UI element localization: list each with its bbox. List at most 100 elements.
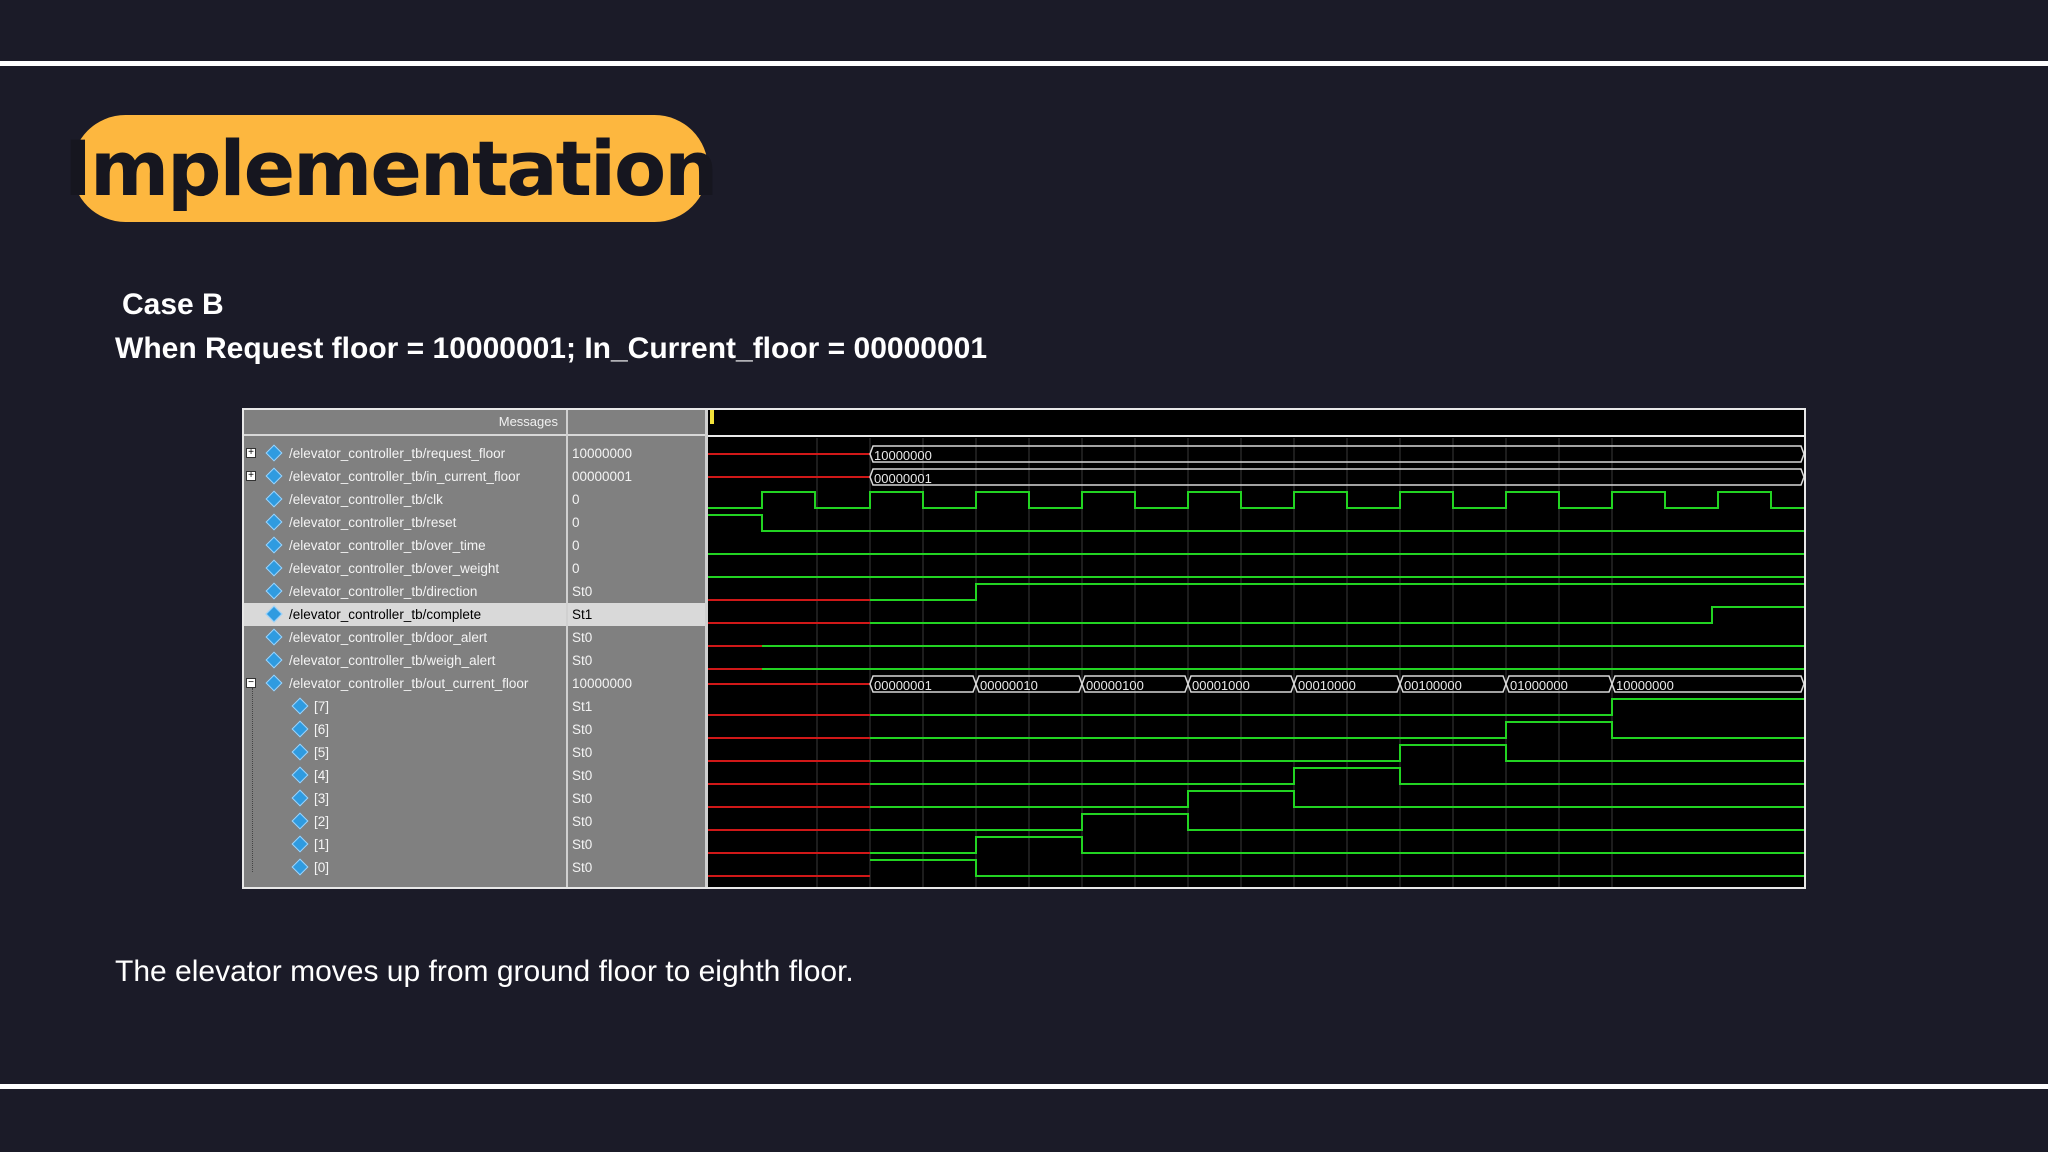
bit-5-wave [870,744,1804,762]
signal-row[interactable]: /elevator_controller_tb/reset [244,511,566,534]
out-current-floor-bus-label: 01000000 [1510,678,1568,693]
values-header [568,410,705,436]
signal-value-row[interactable]: St0 [568,810,705,833]
signal-row[interactable]: /elevator_controller_tb/over_weight [244,557,566,580]
signal-diamond-icon [265,582,283,600]
bit-6-wave [870,721,1804,739]
waveform-svg: 10000000 00000001 00000001 00000010 00000100… [708,435,1805,887]
out-current-floor-bus-label: 00000010 [980,678,1038,693]
messages-header: Messages [244,410,566,436]
signal-name: [7] [314,699,330,714]
signal-row[interactable]: [4] [244,764,566,787]
signal-value-row[interactable]: 00000001 [568,465,705,488]
signal-name: /elevator_controller_tb/direction [289,584,478,599]
signal-value-row[interactable]: 0 [568,534,705,557]
signal-value-row[interactable]: St0 [568,787,705,810]
bit-0-wave [870,859,1804,877]
signal-value-row[interactable]: St0 [568,764,705,787]
collapse-icon[interactable]: − [246,678,256,688]
signal-value-row[interactable]: St0 [568,626,705,649]
signal-diamond-icon [265,651,283,669]
signal-value-row[interactable]: 0 [568,557,705,580]
request-floor-bus-label: 10000000 [874,448,932,463]
case-label: Case B [122,288,224,321]
signal-value: 0 [572,538,580,553]
signal-name: /elevator_controller_tb/door_alert [289,630,488,645]
signal-value: St1 [572,699,593,714]
signal-row[interactable]: /elevator_controller_tb/complete [244,603,566,626]
signal-row[interactable]: [5] [244,741,566,764]
signal-diamond-icon [265,559,283,577]
bottom-divider [0,1084,2048,1089]
signal-value-row[interactable]: St0 [568,741,705,764]
signal-row[interactable]: /elevator_controller_tb/direction [244,580,566,603]
signal-row[interactable]: /elevator_controller_tb/over_time [244,534,566,557]
signal-name: [6] [314,722,330,737]
out-current-floor-bus-label: 00010000 [1298,678,1356,693]
signal-row[interactable]: − /elevator_controller_tb/out_current_flo… [244,672,566,695]
top-divider [0,61,2048,66]
signal-value-row[interactable]: St1 [568,695,705,718]
case-description: When Request floor = 10000001; In_Curren… [115,332,988,365]
signal-value: St0 [572,653,593,668]
signal-value: St0 [572,768,593,783]
signal-row[interactable]: [0] [244,856,566,879]
waveform-pane[interactable]: 10000000 00000001 00000001 00000010 00000100… [708,410,1805,887]
signal-row[interactable]: [1] [244,833,566,856]
time-cursor-marker[interactable] [710,410,714,424]
signal-row[interactable]: [2] [244,810,566,833]
signal-value-row[interactable]: 10000000 [568,672,705,695]
signal-name: [0] [314,860,330,875]
bit-4-wave [870,767,1804,785]
direction-wave [870,583,1804,601]
signal-name: /elevator_controller_tb/out_current_floo… [289,676,529,691]
signal-value-row[interactable]: 10000000 [568,442,705,465]
tree-connector [252,688,253,872]
signal-name: /elevator_controller_tb/weigh_alert [289,653,496,668]
expand-icon[interactable]: + [246,471,256,481]
signal-value: St0 [572,814,593,829]
expand-icon[interactable]: + [246,448,256,458]
signal-values-pane[interactable]: 10000000 00000001 0 0 0 0 St0 St1 St0 St0 10000000… [568,410,708,887]
signal-row[interactable]: + /elevator_controller_tb/request_floor [244,442,566,465]
slide-title: Implementation [63,124,719,213]
signal-row[interactable]: /elevator_controller_tb/weigh_alert [244,649,566,672]
signal-names-pane[interactable]: Messages + /elevator_controller_tb/reques… [244,410,568,887]
bit-1-wave [870,836,1804,854]
signal-row[interactable]: /elevator_controller_tb/door_alert [244,626,566,649]
bit-3-wave [870,790,1804,808]
signal-value: St0 [572,745,593,760]
out-current-floor-bus-label: 00001000 [1192,678,1250,693]
signal-value: St0 [572,837,593,852]
signal-name: [2] [314,814,330,829]
signal-value-row[interactable]: St1 [568,603,705,626]
signal-value-row[interactable]: 0 [568,488,705,511]
complete-wave [870,606,1804,624]
request-floor-bus-segment [869,445,1805,463]
signal-diamond-icon [291,766,309,784]
signal-value-row[interactable]: St0 [568,833,705,856]
signal-value: 10000000 [572,676,633,691]
signal-diamond-icon [291,835,309,853]
reset-wave [708,514,1804,532]
signal-diamond-icon [291,789,309,807]
title-pill: Implementation [64,115,718,222]
signal-diamond-icon [265,513,283,531]
signal-diamond-icon [265,467,283,485]
out-current-floor-bus-label: 00000100 [1086,678,1144,693]
signal-value-row[interactable]: 0 [568,511,705,534]
signal-value-row[interactable]: St0 [568,580,705,603]
signal-diamond-icon [291,743,309,761]
signal-name: /elevator_controller_tb/clk [289,492,443,507]
signal-row[interactable]: [3] [244,787,566,810]
in-current-floor-bus-label: 00000001 [874,471,932,486]
signal-row[interactable]: /elevator_controller_tb/clk [244,488,566,511]
signal-value-row[interactable]: St0 [568,649,705,672]
signal-row[interactable]: + /elevator_controller_tb/in_current_floo… [244,465,566,488]
signal-row[interactable]: [6] [244,718,566,741]
signal-value-row[interactable]: St0 [568,856,705,879]
signal-value: St0 [572,791,593,806]
signal-row[interactable]: [7] [244,695,566,718]
signal-diamond-icon [291,720,309,738]
signal-value-row[interactable]: St0 [568,718,705,741]
